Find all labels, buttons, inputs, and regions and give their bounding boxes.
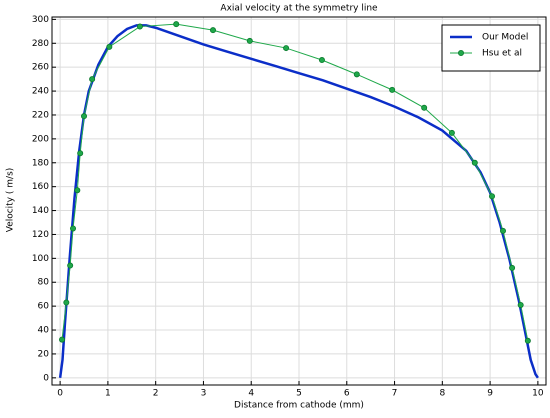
y-tick-label: 300 <box>32 15 49 25</box>
y-tick-label: 200 <box>32 134 49 144</box>
data-point <box>77 150 84 157</box>
data-point <box>89 76 96 83</box>
y-tick-label: 0 <box>43 373 49 383</box>
chart-title: Axial velocity at the symmetry line <box>220 4 378 14</box>
x-tick-label: 8 <box>439 389 445 399</box>
y-tick-label: 40 <box>38 326 50 336</box>
data-point <box>517 301 524 308</box>
y-tick-label: 100 <box>32 254 49 264</box>
data-point <box>173 21 180 28</box>
data-point <box>509 264 516 271</box>
y-tick-label: 140 <box>32 206 49 216</box>
x-axis-label: Distance from cathode (mm) <box>234 401 364 411</box>
y-tick-label: 280 <box>32 39 49 49</box>
legend-label: Hsu et al <box>482 49 522 59</box>
y-tick-label: 260 <box>32 63 49 73</box>
data-point <box>524 337 531 344</box>
data-point <box>500 227 507 234</box>
x-tick-label: 9 <box>487 389 493 399</box>
x-tick-label: 4 <box>248 389 254 399</box>
data-point <box>74 187 81 194</box>
y-tick-label: 60 <box>38 302 50 312</box>
data-point <box>448 129 455 136</box>
data-point <box>63 299 70 306</box>
y-tick-label: 220 <box>32 110 49 120</box>
data-point <box>421 104 428 111</box>
data-point <box>246 37 253 44</box>
data-point <box>59 336 66 343</box>
y-tick-label: 240 <box>32 87 49 97</box>
x-tick-label: 6 <box>344 389 350 399</box>
data-point <box>283 45 290 52</box>
y-tick-label: 20 <box>38 349 50 359</box>
x-tick-label: 2 <box>153 389 159 399</box>
data-point <box>70 225 77 232</box>
data-point <box>389 86 396 93</box>
legend-marker <box>457 50 464 57</box>
legend-box <box>441 24 541 72</box>
data-point <box>136 23 143 30</box>
x-tick-label: 5 <box>296 389 302 399</box>
data-point <box>318 57 325 64</box>
data-point <box>67 262 74 269</box>
x-tick-label: 7 <box>392 389 398 399</box>
legend-label: Our Model <box>482 33 528 43</box>
x-tick-label: 0 <box>57 389 63 399</box>
x-tick-label: 3 <box>201 389 207 399</box>
x-tick-label: 10 <box>532 389 544 399</box>
data-point <box>210 27 217 34</box>
y-tick-label: 180 <box>32 158 49 168</box>
data-point <box>489 193 496 200</box>
data-point <box>81 113 88 120</box>
y-tick-label: 120 <box>32 230 49 240</box>
y-tick-label: 80 <box>38 278 50 288</box>
x-tick-label: 1 <box>105 389 111 399</box>
y-tick-label: 160 <box>32 182 49 192</box>
data-point <box>106 43 113 50</box>
plot-frame <box>51 16 547 386</box>
data-point <box>471 159 478 166</box>
data-point <box>353 71 360 78</box>
y-axis-label: Velocity ( m/s) <box>6 168 16 233</box>
